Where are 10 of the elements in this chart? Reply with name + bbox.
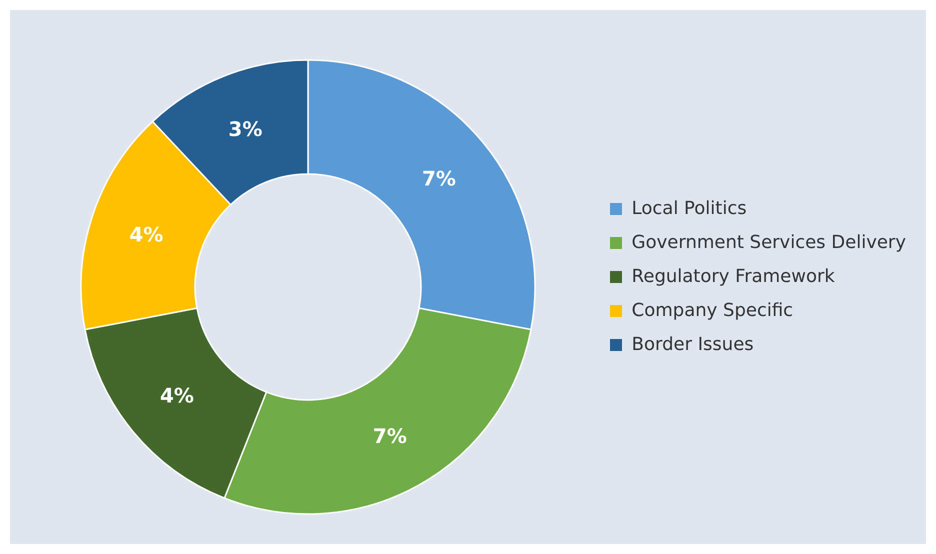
legend-label: Local Politics: [632, 198, 747, 219]
legend-label: Regulatory Framework: [632, 266, 835, 287]
legend-label: Border Issues: [632, 334, 754, 355]
data-label: 3%: [228, 116, 262, 141]
legend-label: Company Specific: [632, 300, 794, 321]
legend-label: Government Services Delivery: [632, 232, 906, 253]
data-label: 4%: [129, 222, 164, 246]
data-label: 7%: [372, 424, 407, 448]
data-label: 7%: [422, 166, 456, 191]
data-label: 4%: [160, 383, 194, 408]
